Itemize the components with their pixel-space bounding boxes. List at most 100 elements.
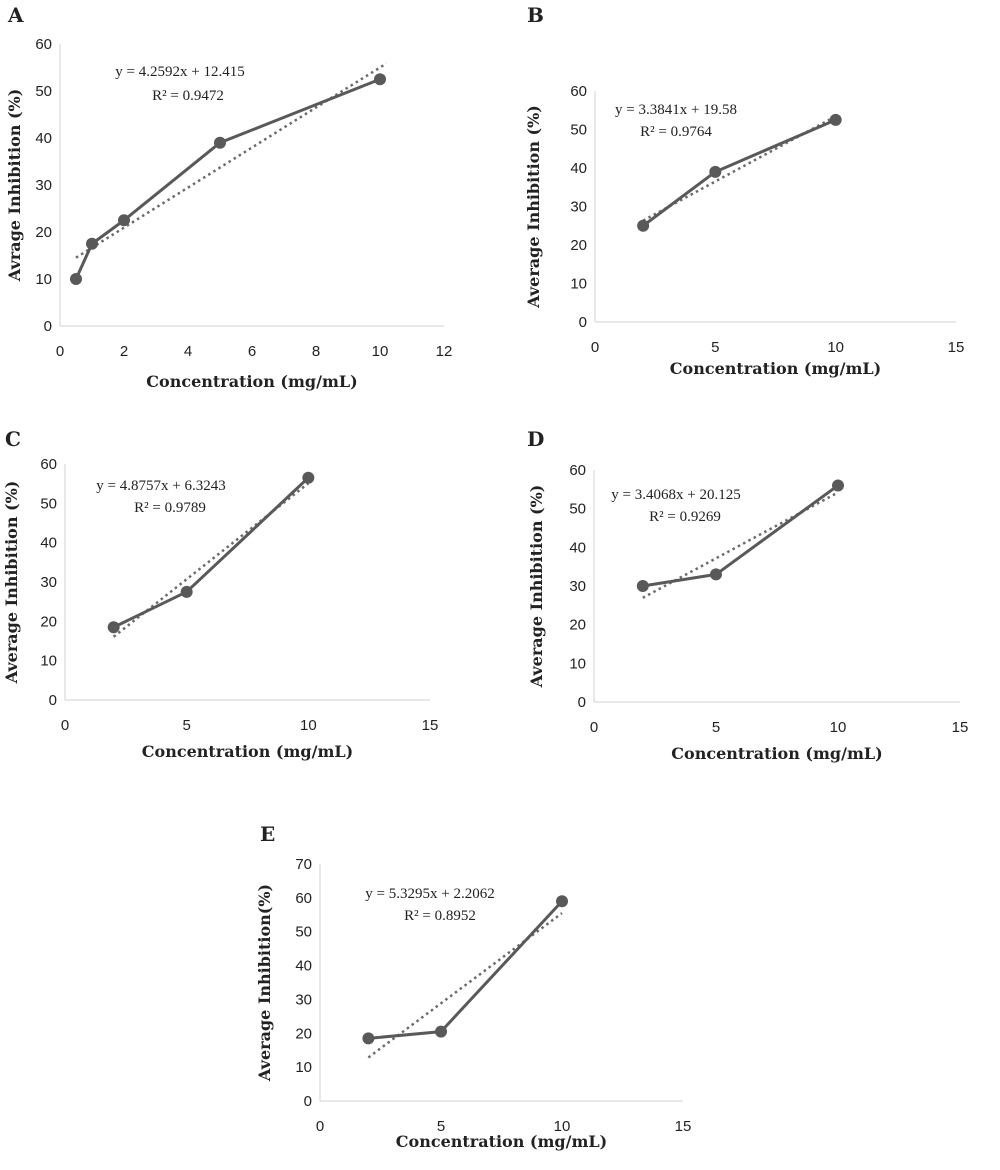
data-point [302,471,315,484]
y-tick-label: 60 [295,890,312,907]
x-tick-label: 15 [675,1118,692,1135]
x-tick-label: 5 [182,717,190,734]
y-axis-title: Average Inhibition (%) [524,105,543,309]
data-point [180,585,193,598]
y-tick-label: 30 [295,991,312,1008]
x-tick-label: 8 [312,343,320,360]
y-tick-label: 50 [569,501,586,518]
x-tick-label: 4 [184,343,192,360]
trendline [75,62,388,259]
r-squared-label: R² = 0.9269 [649,509,721,525]
y-tick-label: 30 [40,574,57,591]
y-tick-label: 60 [569,462,586,479]
chart-panel-d: D 0 10 20 30 40 50 60 0 5 10 15 Concentration (mg/mL… [527,427,968,763]
x-tick-label: 10 [372,343,389,360]
x-tick-label: 6 [248,343,256,360]
y-tick-label: 10 [570,276,587,293]
r-squared-label: R² = 0.8952 [404,908,476,924]
chart-panel-c: C 0 10 20 30 40 50 60 0 5 10 15 Concentration (mg/mL… [2,427,438,761]
r-squared-label: R² = 0.9789 [134,500,206,516]
x-tick-label: 10 [827,339,844,356]
y-tick-label: 50 [40,495,57,512]
y-tick-label: 50 [35,83,52,100]
data-point [637,219,650,232]
y-tick-label: 70 [295,856,312,873]
x-tick-label: 5 [711,339,719,356]
data-point [832,479,844,492]
trendline-equation: y = 5.3295x + 2.2062 [365,886,494,902]
data-point [70,273,82,285]
y-tick-label: 60 [570,83,587,100]
chart-panel-e: E 0 10 20 30 40 50 60 70 0 5 10 15 Concentration (mg/… [255,822,691,1151]
x-tick-label: 0 [316,1118,324,1135]
trendline-equation: y = 4.2592x + 12.415 [115,64,244,80]
r-squared-label: R² = 0.9472 [152,88,224,104]
panel-letter-b: B [527,3,544,27]
x-tick-label: 2 [120,343,128,360]
series-line [74,77,381,280]
chart-panel-a: A 0 10 20 30 40 50 60 0 2 4 6 8 10 12 Concentration (mg… [5,3,452,391]
data-point [636,580,649,592]
y-tick-label: 20 [295,1025,312,1042]
trendline [367,912,563,1059]
x-tick-label: 10 [830,719,847,736]
panel-letter-c: C [5,427,21,451]
x-tick-label: 10 [300,717,317,734]
x-tick-label: 0 [591,339,599,356]
y-tick-label: 20 [570,237,587,254]
y-axis-title: Average Inhibition (%) [527,485,546,689]
data-point [118,214,130,227]
y-tick-label: 40 [35,130,52,147]
y-tick-label: 10 [295,1059,312,1076]
data-point [214,136,226,149]
y-tick-label: 50 [570,122,587,139]
panel-letter-e: E [260,822,275,846]
x-tick-label: 15 [948,339,965,356]
y-tick-label: 10 [569,655,586,672]
trendline-equation: y = 4.8757x + 6.3243 [96,478,225,494]
x-tick-label: 0 [61,717,69,734]
trendline-equation: y = 3.3841x + 19.58 [615,102,737,118]
x-tick-label: 5 [712,719,720,736]
y-axis-title: Avrage Inhibition (%) [5,89,24,283]
data-point [709,165,722,178]
y-tick-label: 30 [35,177,52,194]
y-tick-label: 10 [40,653,57,670]
data-point [362,1032,375,1045]
data-point [556,895,568,908]
x-tick-label: 15 [422,717,439,734]
y-tick-label: 0 [579,314,587,331]
data-point [374,73,386,86]
y-tick-label: 30 [570,199,587,216]
y-tick-label: 0 [304,1093,312,1110]
r-squared-label: R² = 0.9764 [640,124,712,140]
y-tick-label: 0 [44,318,52,335]
x-tick-label: 0 [590,719,598,736]
trendline-equation: y = 3.4068x + 20.125 [611,487,740,503]
y-tick-label: 20 [35,224,52,241]
data-point [829,113,842,126]
y-tick-label: 50 [295,924,312,941]
x-axis-title: Concentration (mg/mL) [670,359,881,378]
y-tick-label: 20 [569,617,586,634]
y-tick-label: 40 [40,535,57,552]
y-tick-label: 10 [35,271,52,288]
x-tick-label: 12 [436,343,453,360]
y-tick-label: 40 [295,958,312,975]
data-point [107,621,120,634]
x-tick-label: 10 [554,1118,571,1135]
x-axis-title: Concentration (mg/mL) [146,372,357,391]
x-axis-title: Concentration (mg/mL) [671,744,882,763]
y-tick-label: 40 [569,539,586,556]
data-point [710,568,722,581]
x-tick-label: 0 [56,343,64,360]
panel-letter-a: A [7,3,24,27]
y-tick-label: 40 [570,160,587,177]
x-tick-label: 5 [437,1118,445,1135]
y-tick-label: 60 [35,36,52,53]
y-tick-label: 60 [40,456,57,473]
x-tick-label: 15 [952,719,969,736]
y-axis-title: Average Inhibition(%) [255,884,274,1082]
data-point [435,1025,447,1038]
